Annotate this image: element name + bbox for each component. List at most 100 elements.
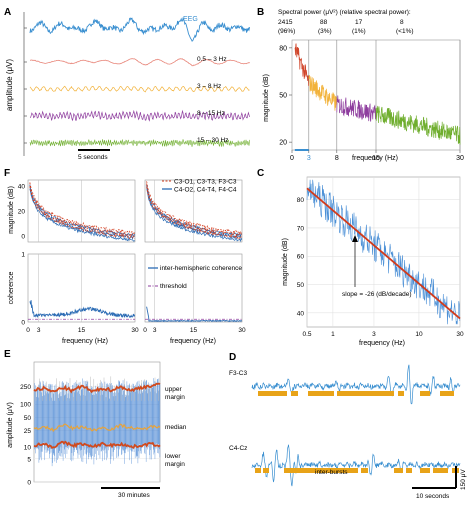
panel-c: C magnitude (dB) frequency (Hz) 40 50 60 70… <box>257 168 464 347</box>
trace-2 <box>29 85 250 93</box>
legend-f-right-text: C4-O2, C4-T4, F4-C4 <box>174 187 237 194</box>
panel-d-burst-bar-top <box>398 391 404 396</box>
panel-b-rel-4: (<1%) <box>396 28 414 35</box>
panel-e-median <box>33 423 161 433</box>
channel-label-c4cz: C4-Cz <box>229 445 247 452</box>
panel-a-ylabel: amplitude (μV) <box>5 59 14 112</box>
panel-b-ytick-label: 50 <box>279 93 287 100</box>
panel-d-burst-bar-top <box>291 391 298 396</box>
panel-f-xlabel-left: frequency (Hz) <box>62 338 108 345</box>
panel-d-burst-bar-top <box>440 391 454 396</box>
panel-b-power-2: 88 <box>320 19 328 26</box>
panel-d-trace-f3c3 <box>251 364 461 405</box>
panel-b-band-2 <box>336 95 377 122</box>
panel-f-curve <box>29 188 135 242</box>
panel-b-xtick-label: 30 <box>456 155 464 162</box>
panel-c-plot: 40 50 60 70 80 0.5 1 3 10 30 <box>297 176 464 338</box>
panel-c-ytick: 80 <box>297 197 305 204</box>
legend-f-left-text: C3-O1, C3-T3, F3-C3 <box>174 179 237 186</box>
panel-f-xtick: 30 <box>131 327 139 334</box>
panel-f-top-ylabel: magnitude (dB) <box>8 186 15 234</box>
panel-e: E amplitude (μV) 0 5 10 25 50 100 250 upper ma… <box>4 349 187 499</box>
trace-0 <box>29 16 251 42</box>
panel-f-coherence <box>146 306 243 323</box>
panel-f-xlabel-right: frequency (Hz) <box>170 338 216 345</box>
panel-c-arrow-head <box>352 235 358 242</box>
legend-threshold-text: threshold <box>160 283 187 290</box>
panel-d-burst-bar-top <box>337 391 394 396</box>
panel-b-rel-3: (1%) <box>352 28 366 35</box>
panel-d-burst-bar-bottom <box>394 468 403 473</box>
panel-e-ytick: 100 <box>20 402 31 409</box>
panel-f-xtick: 0 <box>143 327 147 334</box>
legend-coherence-text-1: inter-hemispheric coherence <box>160 265 242 272</box>
panel-f-curve <box>29 184 135 241</box>
panel-d-scale-y-label: 150 μV <box>460 469 467 490</box>
panel-f-xtick: 3 <box>37 327 41 334</box>
panel-letter-d: D <box>229 352 236 363</box>
label-lower-margin-1: lower <box>165 453 181 460</box>
panel-f-bottom-ytick: 0 <box>21 320 25 327</box>
panel-c-ytick: 70 <box>297 225 305 232</box>
panel-b: B Spectral power (μV²) (relative spectra… <box>257 7 464 162</box>
panel-f-curve <box>29 182 135 235</box>
panel-c-xtick: 1 <box>331 331 335 338</box>
panel-letter-f: F <box>4 168 10 179</box>
panel-e-ytick: 25 <box>24 428 32 435</box>
panel-a-traces <box>24 16 251 148</box>
label-beta: 15 – 30 Hz <box>197 137 228 144</box>
panel-b-xtick-label: 0 <box>290 155 294 162</box>
panel-f-curve <box>146 181 242 235</box>
panel-b-rel-1: (96%) <box>278 28 295 35</box>
panel-b-xlabel: frequency (Hz) <box>352 155 398 162</box>
panel-d-plot <box>251 364 461 487</box>
panel-f-bottom-ytick: 1 <box>21 252 25 259</box>
panel-f-bottom-ylabel: coherence <box>8 272 15 305</box>
panel-f-coherence <box>29 300 136 318</box>
panel-e-scale-label: 30 minutes <box>118 492 151 499</box>
panel-d-burst-bar-bottom <box>420 468 430 473</box>
panel-e-lower-margin <box>33 440 161 449</box>
panel-c-xtick: 3 <box>372 331 376 338</box>
panel-d-trace-c4cz <box>251 444 461 487</box>
panel-e-ylabel: amplitude (μV) <box>7 402 14 448</box>
panel-f-xtick: 15 <box>78 327 86 334</box>
label-median: median <box>165 424 187 431</box>
panel-c-ylabel: magnitude (dB) <box>282 238 289 286</box>
panel-b-plot: 20 50 80 0 3 8 15 30 <box>279 39 464 162</box>
label-upper-margin-1: upper <box>165 386 182 393</box>
panel-b-band-1 <box>308 75 338 111</box>
legend-eeg: EEG <box>183 16 198 23</box>
panel-f-xtick: 30 <box>238 327 246 334</box>
trace-4 <box>29 138 250 148</box>
panel-e-ytick: 10 <box>24 445 32 452</box>
panel-b-xtick-label: 15 <box>372 155 380 162</box>
panel-letter-e: E <box>4 349 11 360</box>
label-lower-margin-2: margin <box>165 461 185 468</box>
panel-c-xtick: 10 <box>415 331 423 338</box>
panel-f-curve <box>29 184 135 237</box>
panel-b-power-3: 17 <box>355 19 363 26</box>
panel-b-power-4: 8 <box>400 19 404 26</box>
panel-a: A amplitude (μV) EEG 0.5 – 3 Hz 3 – 8 Hz… <box>4 7 251 161</box>
channel-label-f3c3: F3-C3 <box>229 370 247 377</box>
panel-f-curve <box>146 187 242 243</box>
panel-f-curve <box>146 184 242 238</box>
panel-f-xtick: 0 <box>26 327 30 334</box>
panel-b-ylabel: magnitude (dB) <box>263 74 270 122</box>
panel-letter-b: B <box>257 7 264 18</box>
panel-e-plot: 0 5 10 25 50 100 250 <box>20 361 161 487</box>
panel-e-ytick: 5 <box>27 456 31 463</box>
panel-b-rel-2: (3%) <box>318 28 332 35</box>
panel-d-burst-bar-top <box>420 391 430 396</box>
panel-c-xlabel: frequency (Hz) <box>359 340 405 347</box>
panel-c-xtick: 30 <box>456 331 464 338</box>
label-theta: 3 – 8 Hz <box>197 83 221 90</box>
panel-b-band-0 <box>294 43 309 86</box>
trace-1 <box>29 58 250 67</box>
panel-d-burst-bar-bottom <box>433 468 448 473</box>
panel-d-scale-x-label: 10 seconds <box>416 493 450 500</box>
panel-f-top-ytick: 0 <box>21 233 25 240</box>
